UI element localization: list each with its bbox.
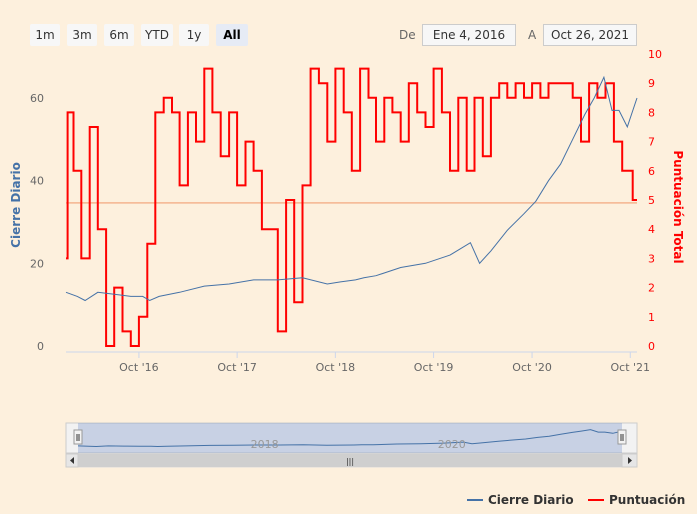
y-right-tick-label: 0 xyxy=(648,340,655,353)
x-tick-label: Oct '21 xyxy=(610,361,650,374)
x-tick-label: Oct '16 xyxy=(119,361,159,374)
scrollbar-grip-icon: ||| xyxy=(346,457,354,466)
y-right-tick-label: 2 xyxy=(648,282,655,295)
navigator-right-handle[interactable] xyxy=(617,429,627,445)
arrow-left-icon xyxy=(70,457,74,464)
x-tick-label: Oct '18 xyxy=(316,361,356,374)
x-tick-label: Oct '20 xyxy=(512,361,552,374)
series-puntuacion-line xyxy=(66,67,637,347)
y-left-tick-label: 60 xyxy=(30,92,44,105)
range-1y-button[interactable]: 1y xyxy=(179,24,209,46)
axes: Oct '16 Oct '17 Oct '18 Oct '19 Oct '20 Oct '… xyxy=(9,48,685,374)
y-left-tick-label: 0 xyxy=(37,340,44,353)
y-right-tick-label: 6 xyxy=(648,165,655,178)
y-right-tick-label: 10 xyxy=(648,48,662,61)
legend-item-cierre-diario[interactable]: Cierre Diario xyxy=(467,493,574,507)
x-tick-label: Oct '19 xyxy=(414,361,454,374)
legend-label: Cierre Diario xyxy=(488,493,574,507)
y-right-axis-title: Puntuación Total xyxy=(671,150,685,263)
to-label: A xyxy=(528,28,537,42)
y-left-axis-title: Cierre Diario xyxy=(9,162,23,248)
navigator-series-line xyxy=(77,429,623,448)
range-all-button[interactable]: All xyxy=(216,24,248,46)
to-date-input[interactable]: Oct 26, 2021 xyxy=(543,24,637,46)
navigator-year-label: 2020 xyxy=(438,438,466,451)
y-right-tick-label: 1 xyxy=(648,311,655,324)
navigator-selection[interactable] xyxy=(78,423,622,453)
y-right-tick-label: 7 xyxy=(648,136,655,149)
navigator-background xyxy=(65,422,638,454)
y-right-tick-label: 3 xyxy=(648,252,655,265)
navigator-left-handle[interactable] xyxy=(73,429,83,445)
legend-item-puntuacion[interactable]: Puntuación xyxy=(588,493,685,507)
legend: Cierre Diario Puntuación xyxy=(467,493,685,507)
from-label: De xyxy=(399,28,416,42)
series-layer xyxy=(65,67,638,347)
series-cierre-diario-line xyxy=(65,75,638,302)
y-right-tick-label: 4 xyxy=(648,223,655,236)
from-date-input[interactable]: Ene 4, 2016 xyxy=(422,24,516,46)
legend-label: Puntuación xyxy=(609,493,685,507)
range-6m-button[interactable]: 6m xyxy=(104,24,134,46)
range-1m-button[interactable]: 1m xyxy=(30,24,60,46)
y-left-tick-label: 20 xyxy=(30,257,44,270)
y-right-tick-label: 8 xyxy=(648,106,655,119)
x-tick-label: Oct '17 xyxy=(217,361,257,374)
y-right-tick-label: 5 xyxy=(648,194,655,207)
arrow-right-icon xyxy=(628,457,632,464)
navigator-year-label: 2018 xyxy=(251,438,279,451)
y-right-tick-label: 9 xyxy=(648,77,655,90)
scrollbar-thumb[interactable] xyxy=(78,454,622,467)
range-3m-button[interactable]: 3m xyxy=(67,24,97,46)
navigator[interactable]: 2018 2020 ||| xyxy=(65,422,638,468)
y-left-tick-label: 40 xyxy=(30,175,44,188)
range-ytd-button[interactable]: YTD xyxy=(141,24,173,46)
